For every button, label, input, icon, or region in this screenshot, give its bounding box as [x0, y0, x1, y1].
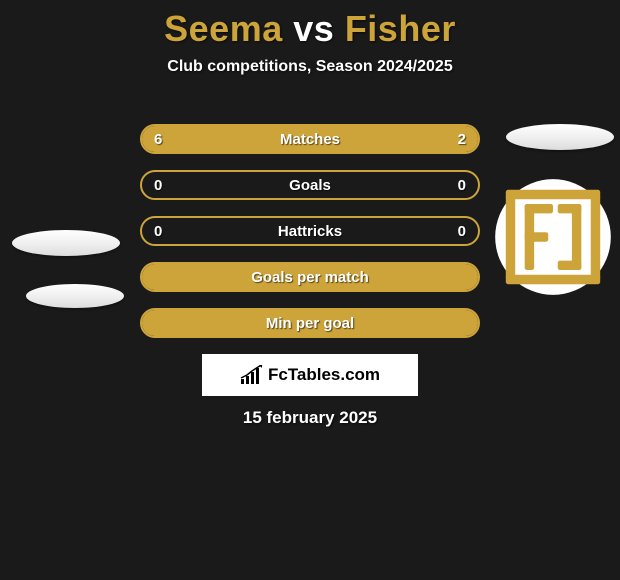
stat-bar: Min per goal	[140, 308, 480, 338]
crest-icon	[494, 178, 612, 296]
stat-bar: Goals per match	[140, 262, 480, 292]
bars-ascending-icon	[240, 365, 264, 385]
comparison-bars: Matches62Goals00Hattricks00Goals per mat…	[140, 124, 480, 354]
date-text: 15 february 2025	[0, 408, 620, 428]
bar-label: Goals	[142, 172, 478, 198]
stat-bar: Matches6 2	[140, 124, 480, 154]
bar-label: Min per goal	[142, 310, 478, 336]
page-title: Seema vs Fisher	[0, 0, 620, 50]
stat-bar: Hattricks0 0	[140, 216, 480, 246]
bar-value-left: 0	[154, 218, 162, 244]
ellipse-icon	[506, 124, 614, 150]
attribution-text: FcTables.com	[268, 365, 380, 385]
title-player2: Fisher	[345, 8, 456, 49]
bar-value-left: 0	[154, 172, 162, 198]
bar-label: Goals per match	[142, 264, 478, 290]
attribution-badge: FcTables.com	[202, 354, 418, 396]
bar-label: Matches	[142, 126, 478, 152]
club-logo-right	[494, 178, 612, 296]
title-vs: vs	[293, 8, 334, 49]
bar-value-right: 0	[458, 218, 466, 244]
ellipse-icon	[26, 284, 124, 308]
title-player1: Seema	[164, 8, 283, 49]
bar-value-right: 0	[458, 172, 466, 198]
ellipse-icon	[12, 230, 120, 256]
club-logo-left	[6, 106, 124, 224]
bar-label: Hattricks	[142, 218, 478, 244]
stat-bar: Goals0 0	[140, 170, 480, 200]
bar-value-right: 2	[458, 126, 466, 152]
bar-value-left: 6	[154, 126, 162, 152]
subtitle: Club competitions, Season 2024/2025	[0, 58, 620, 76]
comparison-card: Seema vs Fisher Club competitions, Seaso…	[0, 0, 620, 580]
